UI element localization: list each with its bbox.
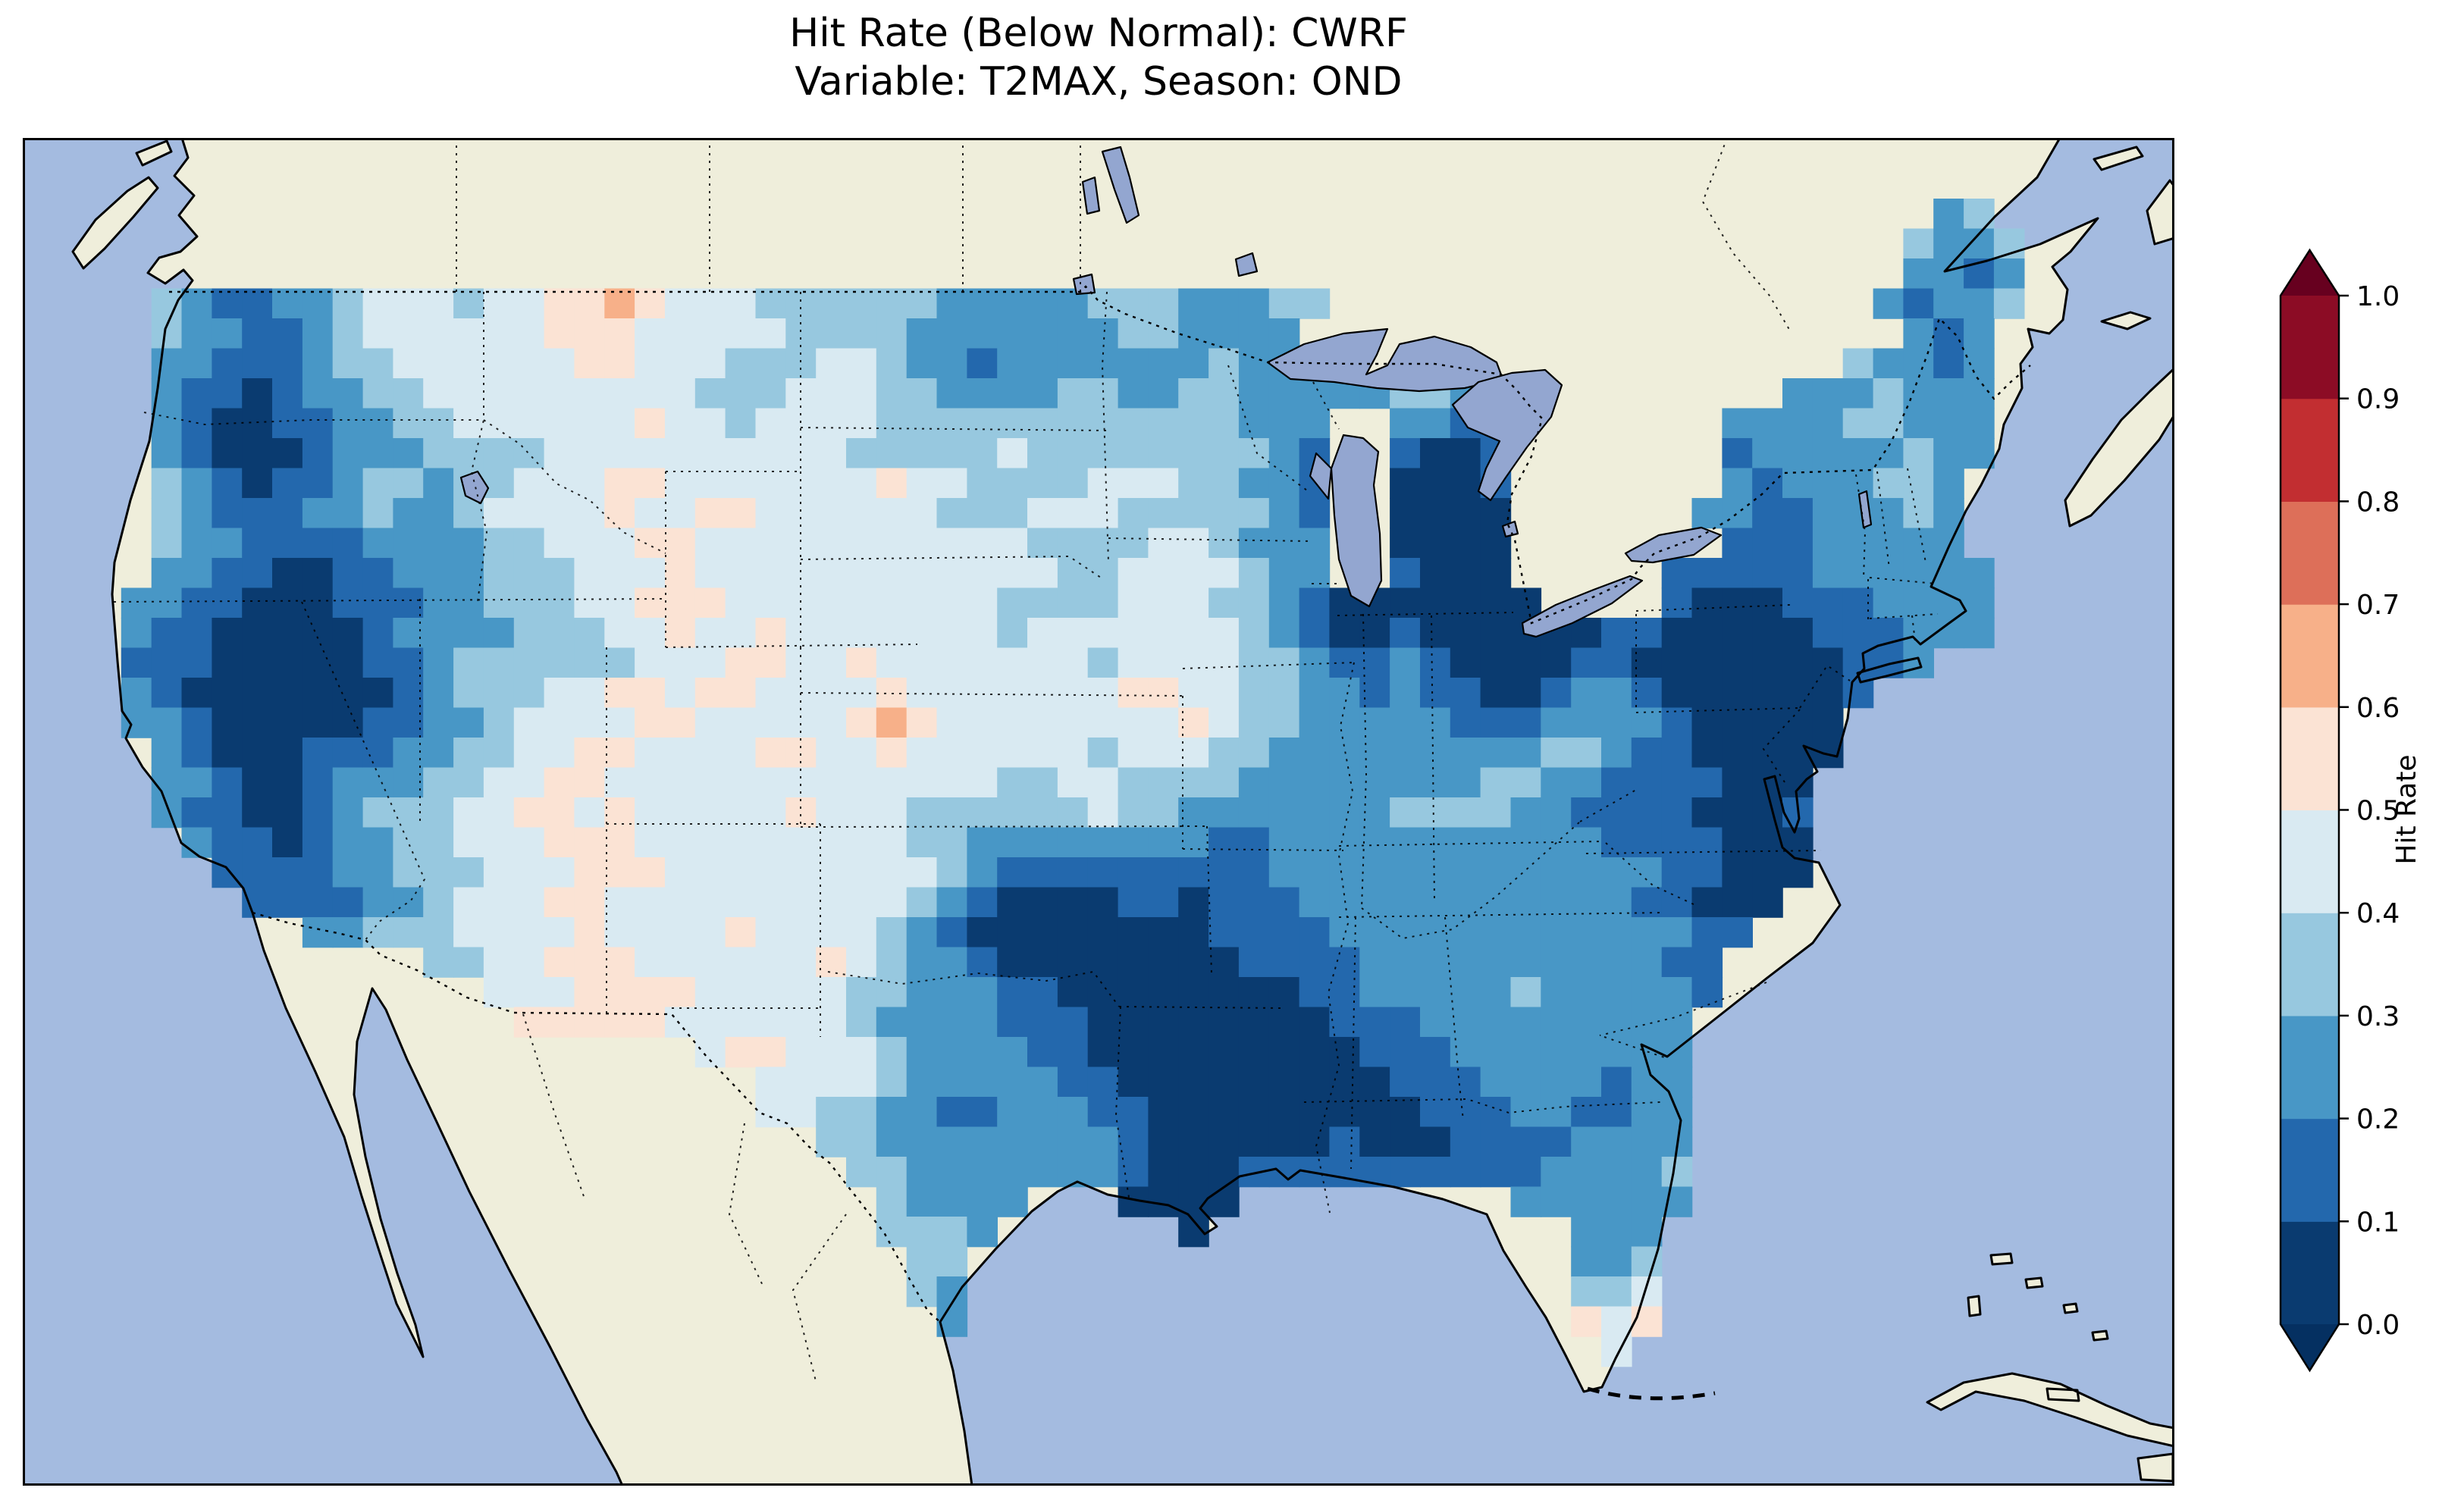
country-borders [169, 285, 2031, 1323]
lakes [459, 146, 1873, 638]
lake-winnipeg [1081, 146, 1140, 224]
colorbar-under-arrow [2281, 1324, 2339, 1370]
colorbar-tick-label: 0.4 [2356, 898, 2400, 929]
colorbar-tick-label: 0.8 [2356, 487, 2400, 518]
colorbar-tick-label: 0.9 [2356, 384, 2400, 415]
florida-keys [1587, 1386, 1716, 1401]
lake-st-clair [1501, 520, 1519, 538]
colorbar-tick-label: 0.6 [2356, 693, 2400, 724]
canada-province-borders [456, 138, 1792, 333]
lake-champlain [1857, 490, 1873, 529]
title-line2: Variable: T2MAX, Season: OND [795, 59, 1403, 105]
colorbar-ticks: 1.0 0.9 0.8 0.7 0.6 0.5 0.4 0.3 0.2 0.1 0.0 [2339, 281, 2400, 1341]
colorbar-label: Hit Rate [2391, 754, 2422, 864]
figure-title: Hit Rate (Below Normal): CWRF Variable: … [0, 9, 2197, 107]
lake-superior [1266, 327, 1504, 393]
colorbar-tick-label: 0.2 [2356, 1104, 2400, 1135]
colorbar-over-arrow [2281, 250, 2339, 296]
lake-huron [1451, 368, 1563, 502]
title-line1: Hit Rate (Below Normal): CWRF [789, 11, 1408, 56]
colorbar-tick-label: 0.0 [2356, 1310, 2400, 1341]
mexico-state-borders [522, 1013, 847, 1382]
lake-michigan [1309, 434, 1383, 608]
colorbar-tick-label: 0.7 [2356, 590, 2400, 621]
great-salt-lake [459, 470, 490, 505]
lake-of-the-woods [1072, 252, 1259, 296]
heatmap-layer [121, 199, 2025, 1367]
map-canvas [23, 138, 2174, 1486]
colorbar-tick-label: 0.5 [2356, 796, 2400, 827]
colorbar-tick-label: 0.3 [2356, 1001, 2400, 1032]
lake-ontario [1624, 526, 1723, 564]
lake-erie [1521, 575, 1644, 638]
colorbar-tick-label: 0.1 [2356, 1207, 2400, 1238]
us-canada-border [169, 285, 2031, 625]
colorbar-bands [2281, 296, 2339, 1325]
axes-frame [23, 138, 2174, 1486]
coastlines [71, 138, 2174, 1486]
state-borders [113, 138, 1939, 1382]
colorbar: 1.0 0.9 0.8 0.7 0.6 0.5 0.4 0.3 0.2 0.1 0.0 Hit Ra… [2279, 248, 2422, 1373]
colorbar-tick-label: 1.0 [2356, 281, 2400, 312]
